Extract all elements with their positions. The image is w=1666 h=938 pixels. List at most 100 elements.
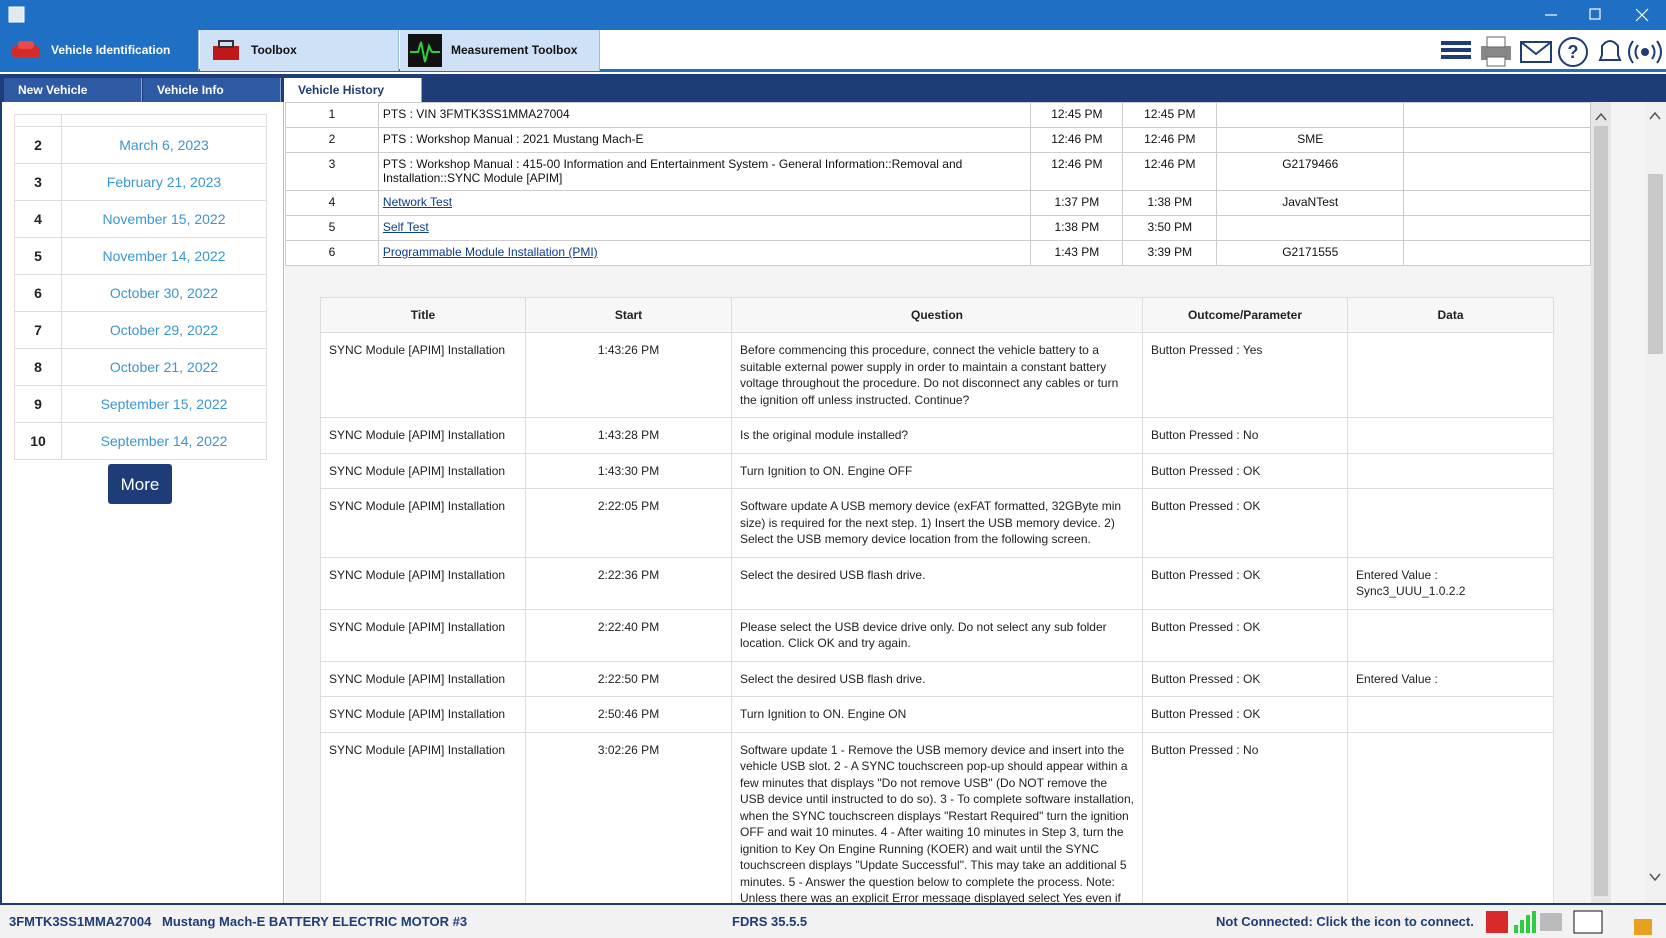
window-controls xyxy=(8,6,1649,23)
detail-outcome: Button Pressed : OK xyxy=(1151,619,1261,634)
detail-cell xyxy=(1347,332,1554,418)
history-row[interactable]: 4 Network Test 1:37 PM 1:38 PM JavaNTest xyxy=(285,190,1591,216)
detail-cell: 1:43:28 PM xyxy=(525,417,732,454)
sub-tab[interactable]: Vehicle History xyxy=(284,78,422,104)
sub-tab[interactable]: Vehicle Info xyxy=(143,78,281,102)
detail-cell: Button Pressed : OK xyxy=(1142,696,1348,733)
history-end: 3:39 PM xyxy=(1147,245,1193,259)
close[interactable] xyxy=(1635,8,1649,22)
session-row[interactable]: 8 October 21, 2022 xyxy=(14,348,267,386)
help-icon[interactable]: ? xyxy=(1558,37,1588,67)
history-row[interactable]: 5 Self Test 1:38 PM 3:50 PM xyxy=(285,215,1591,241)
signal-icon[interactable] xyxy=(1514,911,1536,933)
history-row[interactable]: 6 Programmable Module Installation (PMI) 1… xyxy=(285,240,1591,266)
detail-cell: SYNC Module [APIM] Installation xyxy=(320,488,526,558)
detail-cell: Button Pressed : Yes xyxy=(1142,332,1348,418)
session-panel: 2 March 6, 2023 3 February 21, 2023 4 Novembe… xyxy=(0,102,284,903)
history-row[interactable]: 1 PTS : VIN 3FMTK3SS1MMA27004 12:45 PM 12:4… xyxy=(285,102,1591,128)
history-row[interactable]: 2 PTS : Workshop Manual : 2021 Mustang Ma… xyxy=(285,127,1591,153)
session-number: 7 xyxy=(14,311,62,349)
session-number: 3 xyxy=(14,163,62,201)
sub-tab[interactable]: New Vehicle xyxy=(4,78,142,102)
history-end: 12:45 PM xyxy=(1144,107,1196,121)
detail-cell: 3:02:26 PM xyxy=(525,731,732,903)
history-start: 12:45 PM xyxy=(1051,107,1103,121)
detail-question: Turn Ignition to ON. Engine ON xyxy=(740,707,907,721)
history-number: 2 xyxy=(328,132,336,146)
tab[interactable]: Toolbox xyxy=(200,30,399,71)
session-number: 5 xyxy=(14,237,62,275)
detail-start: 2:22:05 PM xyxy=(597,499,660,513)
history-number-cell: 2 xyxy=(285,127,379,153)
device-icon[interactable] xyxy=(1540,913,1562,931)
status-icon[interactable] xyxy=(1486,911,1508,933)
history-link[interactable]: Self Test xyxy=(382,220,429,234)
history-row[interactable]: 3 PTS : Workshop Manual : 415-00 Informat… xyxy=(285,152,1591,191)
menu-icon[interactable] xyxy=(1441,41,1471,59)
session-row[interactable]: 2 March 6, 2023 xyxy=(14,126,267,164)
maximize[interactable] xyxy=(1589,8,1601,20)
history-extra-cell xyxy=(1403,215,1591,241)
more-button[interactable]: More xyxy=(108,464,172,504)
history-description-cell: Programmable Module Installation (PMI) xyxy=(377,240,1032,266)
detail-data: Entered Value : Sync3_UUU_1.0.2.2 xyxy=(1356,567,1466,599)
session-number: 8 xyxy=(14,348,62,386)
mail-icon[interactable] xyxy=(1520,41,1552,63)
scrollbar[interactable] xyxy=(1591,102,1611,903)
session-row[interactable]: 3 February 21, 2023 xyxy=(14,163,267,201)
connect-icon[interactable] xyxy=(1628,40,1662,64)
detail-title: SYNC Module [APIM] Installation xyxy=(329,742,506,757)
history-start-cell: 12:46 PM xyxy=(1030,127,1124,153)
detail-cell: Button Pressed : OK xyxy=(1142,608,1348,662)
detail-cell: 2:22:05 PM xyxy=(525,488,732,558)
session-row[interactable]: 6 October 30, 2022 xyxy=(14,274,267,312)
scrollbar[interactable] xyxy=(1645,102,1666,903)
history-extra-cell xyxy=(1403,240,1591,266)
detail-cell xyxy=(1347,452,1554,489)
detail-cell xyxy=(1347,696,1554,733)
detail-row: SYNC Module [APIM] Installation 2:22:36 P… xyxy=(320,556,1554,610)
detail-cell: 1:43:30 PM xyxy=(525,452,732,489)
tab[interactable]: Measurement Toolbox xyxy=(400,30,600,71)
history-number: 4 xyxy=(328,195,336,209)
history-description-cell: Network Test xyxy=(377,190,1032,216)
detail-cell: SYNC Module [APIM] Installation xyxy=(320,556,526,610)
lock-icon[interactable] xyxy=(1634,919,1652,935)
session-row[interactable]: 4 November 15, 2022 xyxy=(14,200,267,238)
detail-cell xyxy=(1347,488,1554,558)
detail-cell: Software update A USB memory device (exF… xyxy=(731,488,1143,558)
history-start: 12:46 PM xyxy=(1051,132,1103,146)
history-link[interactable]: Programmable Module Installation (PMI) xyxy=(382,245,598,259)
detail-title: SYNC Module [APIM] Installation xyxy=(329,343,506,357)
detail-cell: SYNC Module [APIM] Installation xyxy=(320,417,526,454)
session-date: October 29, 2022 xyxy=(61,311,267,349)
session-row[interactable]: 9 September 15, 2022 xyxy=(14,385,267,423)
history-link[interactable]: Network Test xyxy=(382,195,453,209)
session-number: 6 xyxy=(14,274,62,312)
print-icon[interactable] xyxy=(1481,36,1511,67)
status-version: FDRS 35.5.5 xyxy=(732,914,808,929)
session-date: September 14, 2022 xyxy=(61,422,267,460)
history-description: PTS : VIN 3FMTK3SS1MMA27004 xyxy=(382,107,570,121)
detail-cell: Button Pressed : No xyxy=(1142,417,1348,454)
history-end-cell: 12:46 PM xyxy=(1122,152,1218,191)
detail-cell: 2:50:46 PM xyxy=(525,696,732,733)
bell-icon[interactable] xyxy=(1598,40,1622,61)
session-row[interactable]: 10 September 14, 2022 xyxy=(14,422,267,460)
detail-cell: 2:22:40 PM xyxy=(525,608,732,662)
history-number-cell: 3 xyxy=(285,152,379,191)
title-bar xyxy=(0,0,1666,30)
session-cell xyxy=(61,114,267,127)
dash-icon[interactable] xyxy=(1573,910,1603,934)
status-connection[interactable]: Not Connected: Click the icon to connect… xyxy=(1216,914,1474,929)
session-number: 9 xyxy=(14,385,62,423)
session-row[interactable]: 7 October 29, 2022 xyxy=(14,311,267,349)
detail-start: 2:50:46 PM xyxy=(597,707,660,721)
detail-cell: Button Pressed : OK xyxy=(1142,488,1348,558)
tab[interactable]: Vehicle Identification xyxy=(0,30,199,71)
history-end: 1:38 PM xyxy=(1147,195,1193,209)
history-start-cell: 1:43 PM xyxy=(1030,240,1124,266)
detail-start: 2:22:50 PM xyxy=(597,671,660,686)
status-vin: 3FMTK3SS1MMA27004 xyxy=(9,914,152,929)
session-row[interactable]: 5 November 14, 2022 xyxy=(14,237,267,275)
